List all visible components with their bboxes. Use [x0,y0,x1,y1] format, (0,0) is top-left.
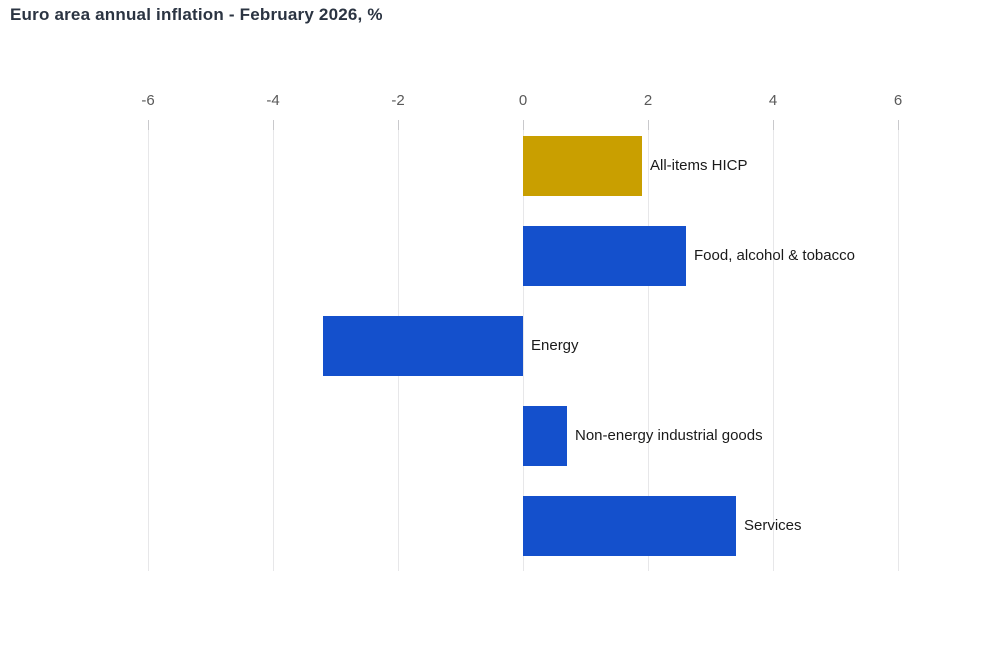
tick-mark-x-6 [898,120,899,130]
gridline-x-0 [523,120,524,571]
bar-label-all-items-hicp: All-items HICP [650,157,748,174]
bar-label-food-alcohol-tobacco: Food, alcohol & tobacco [694,247,855,264]
tick-mark-x--4 [273,120,274,130]
bar-all-items-hicp [523,136,642,196]
bar-label-energy: Energy [531,337,579,354]
tick-mark-x-4 [773,120,774,130]
bar-food-alcohol-tobacco [523,226,686,286]
axis-tick-label--2: -2 [391,92,405,109]
axis-tick-label-6: 6 [893,92,903,109]
bar-services [523,496,736,556]
axis-tick-label-0: 0 [518,92,528,109]
bar-non-energy-industrial-goods [523,406,567,466]
axis-tick-label-4: 4 [768,92,778,109]
tick-mark-x--6 [148,120,149,130]
gridline-x-2 [648,120,649,571]
bar-label-services: Services [744,517,802,534]
gridline-x--6 [148,120,149,571]
tick-mark-x-2 [648,120,649,130]
bar-label-non-energy-industrial-goods: Non-energy industrial goods [575,427,763,444]
tick-mark-x-0 [523,120,524,130]
gridline-x--4 [273,120,274,571]
axis-tick-label--6: -6 [141,92,155,109]
axis-tick-label-2: 2 [643,92,653,109]
tick-mark-x--2 [398,120,399,130]
bar-energy [323,316,523,376]
gridline-x-6 [898,120,899,571]
gridline-x-4 [773,120,774,571]
axis-tick-label--4: -4 [266,92,280,109]
chart-title: Euro area annual inflation - February 20… [10,5,383,24]
